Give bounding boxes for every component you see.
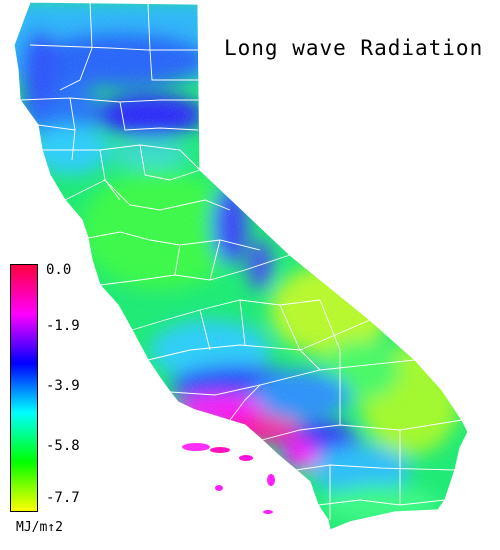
- legend-tick-0: 0.0: [46, 262, 72, 278]
- legend-unit-label: MJ/m↑2: [16, 520, 63, 535]
- legend-tick-3: -5.8: [46, 438, 80, 454]
- legend-tick-1: -1.9: [46, 318, 80, 334]
- map-title: Long wave Radiation: [224, 36, 484, 60]
- legend-tick-4: -7.7: [46, 490, 80, 506]
- channel-islands: [182, 443, 275, 514]
- county-boundaries: [13, 1, 469, 531]
- color-scale-bar: [10, 264, 38, 512]
- legend-tick-2: -3.9: [46, 378, 80, 394]
